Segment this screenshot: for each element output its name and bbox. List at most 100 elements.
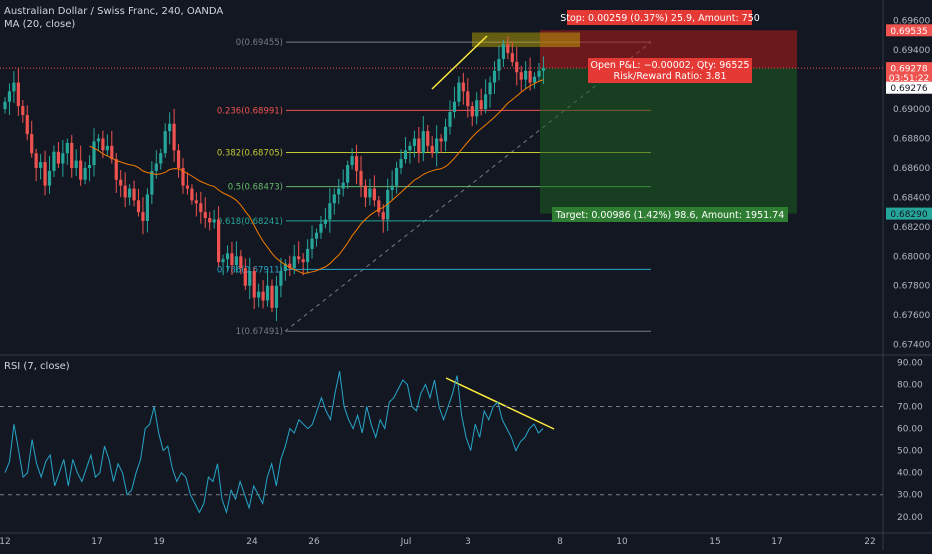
candle-body <box>70 142 74 168</box>
trend-lines[interactable] <box>431 35 555 430</box>
time-tick-label: 19 <box>153 537 165 547</box>
rsi-tick-label: 40.00 <box>897 469 923 479</box>
time-tick-label: 15 <box>709 537 720 547</box>
candle-body <box>208 218 212 223</box>
candle-body <box>190 188 194 201</box>
candlestick-series <box>3 36 546 322</box>
candle-body <box>395 167 399 186</box>
candle-body <box>3 101 7 110</box>
time-tick-label: 24 <box>246 537 258 547</box>
price-axis[interactable]: 0.696000.694000.692000.690000.688000.686… <box>893 17 930 523</box>
time-tick-label: 3 <box>465 537 471 547</box>
price-tick-label: 0.68800 <box>893 135 930 145</box>
candle-body <box>319 223 323 233</box>
candle-body <box>448 112 452 127</box>
rsi-trend-line <box>445 377 555 430</box>
candle-body <box>528 70 532 83</box>
fib-level-0.382-label: 0.382(0.68705) <box>217 148 283 158</box>
candle-body <box>119 179 123 186</box>
candle-body <box>403 150 408 160</box>
price-tag-box <box>886 24 932 37</box>
symbol-title[interactable]: Australian Dollar / Swiss Franc, 240, OA… <box>4 6 223 17</box>
candle-body <box>443 126 448 142</box>
candle-body <box>181 167 185 186</box>
candle-body <box>337 188 341 195</box>
candle-body <box>194 200 198 204</box>
candle-body <box>47 170 52 186</box>
candle-body <box>225 253 230 260</box>
candle-body <box>217 219 221 263</box>
candle-body <box>65 142 69 154</box>
rsi-indicator-label[interactable]: RSI (7, close) <box>4 361 70 372</box>
candle-body <box>323 219 327 224</box>
candle-body <box>381 212 385 220</box>
candle-body <box>79 160 83 180</box>
candle-body <box>492 70 497 83</box>
target-zone <box>540 68 797 214</box>
time-axis[interactable]: 12 17 19 24 26 Jul 3 8 10 15 17 22 <box>0 537 876 547</box>
candle-body <box>7 91 12 102</box>
price-tag-box <box>886 71 932 84</box>
price-tag-text: 03:51:22 <box>889 74 929 84</box>
candle-body <box>532 76 537 83</box>
candle-body <box>430 145 434 154</box>
candle-body <box>390 185 394 191</box>
price-tick-label: 0.67800 <box>893 282 930 292</box>
ma-line <box>89 79 544 275</box>
candle-body <box>497 59 501 71</box>
fib-level-0-label: 0(0.69455) <box>236 38 283 48</box>
candle-body <box>426 131 430 146</box>
candle-body <box>452 101 457 113</box>
candle-body <box>279 271 283 286</box>
rsi-tick-label: 80.00 <box>897 380 923 390</box>
candle-body <box>141 212 145 221</box>
price-tick-label: 0.69600 <box>893 17 930 27</box>
candle-body <box>185 185 190 189</box>
stop-label: Stop: 0.00259 (0.37%) 25.9, Amount: 750 <box>560 13 760 24</box>
candle-body <box>515 61 519 73</box>
candle-body <box>417 138 421 154</box>
candle-body <box>435 138 439 154</box>
candle-body <box>501 44 505 60</box>
candle-body <box>412 138 416 146</box>
candle-body <box>479 100 483 110</box>
candle-body <box>408 145 412 151</box>
price-tick-label: 0.69000 <box>893 105 930 115</box>
candle-body <box>203 212 207 219</box>
candle-body <box>34 153 38 168</box>
price-tick-label: 0.68000 <box>893 252 930 262</box>
position-labels: Stop: 0.00259 (0.37%) 25.9, Amount: 750 … <box>552 10 788 222</box>
candle-body <box>12 82 16 92</box>
time-tick-label: 17 <box>771 537 782 547</box>
candle-body <box>537 70 541 77</box>
candle-body <box>399 159 403 168</box>
entry-highlight-zone <box>472 32 580 48</box>
candle-body <box>199 203 203 213</box>
candle-body <box>368 188 372 198</box>
candle-body <box>346 165 350 183</box>
ma-indicator-label[interactable]: MA (20, close) <box>4 19 75 30</box>
candle-body <box>83 167 87 180</box>
open-pl-label: Open P&L: −0.00002, Qty: 96525 <box>591 60 750 71</box>
header: Australian Dollar / Swiss Franc, 240, OA… <box>4 6 223 372</box>
price-tag-box <box>886 81 932 94</box>
candle-body <box>176 150 181 168</box>
candle-body <box>248 271 252 286</box>
candle-body <box>39 162 43 168</box>
price-tag-text: 0.69535 <box>890 27 927 37</box>
rsi-line <box>4 371 544 515</box>
candle-body <box>252 271 256 298</box>
candle-body <box>136 200 141 213</box>
candle-body <box>105 145 109 151</box>
candle-body <box>350 156 354 166</box>
candle-body <box>128 188 132 198</box>
candle-body <box>21 106 25 115</box>
time-tick-label: 17 <box>91 537 102 547</box>
fib-level-0.5-label: 0.5(0.68473) <box>228 183 283 193</box>
candle-body <box>457 82 461 102</box>
candle-body <box>16 82 20 107</box>
candle-body <box>288 263 292 269</box>
